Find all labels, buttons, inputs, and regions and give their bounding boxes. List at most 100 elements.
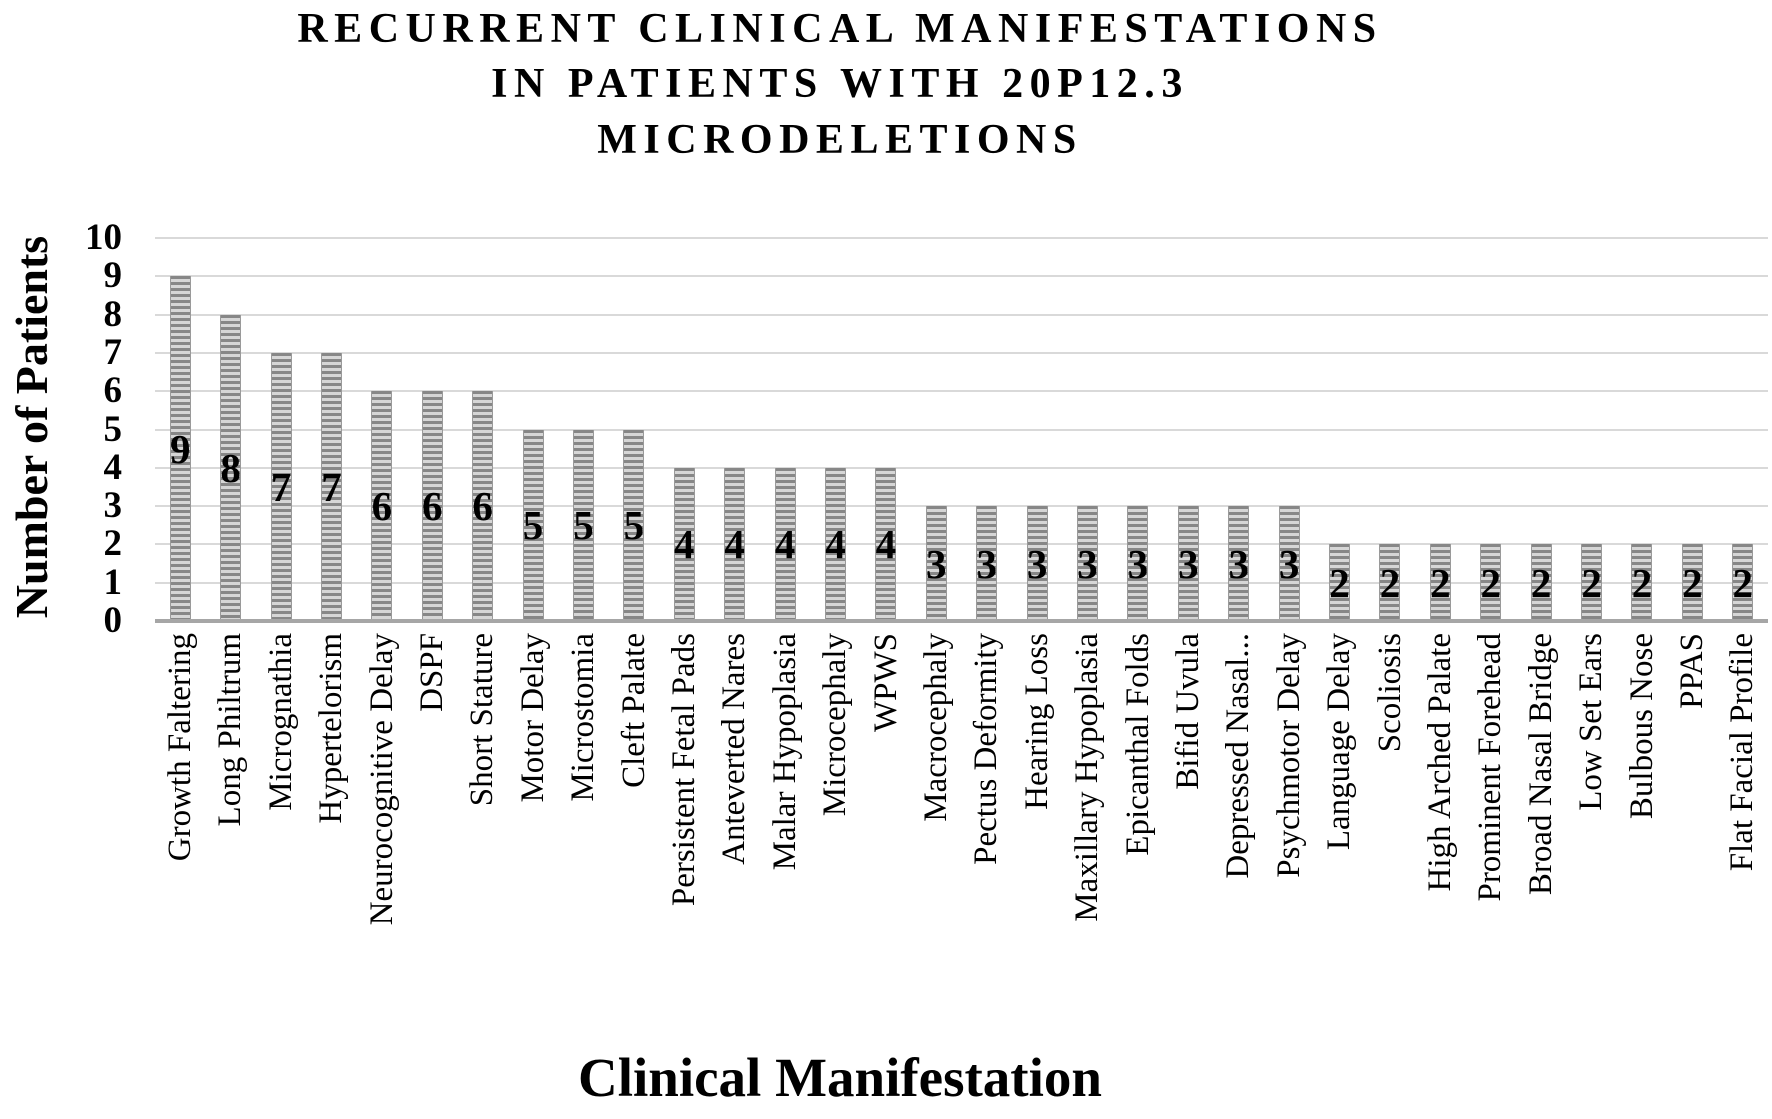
bar: [1077, 506, 1099, 621]
category-label-slot: Depressed Nasal...: [1214, 633, 1264, 1041]
gridline: [155, 237, 1768, 239]
bar-value-label: 2: [1581, 559, 1602, 606]
bar: [220, 314, 242, 621]
category-label-slot: Prominent Forehead: [1466, 633, 1516, 1041]
chart-title-line-1: RECURRENT CLINICAL MANIFESTATIONS: [297, 6, 1383, 52]
bar-slot: 3: [962, 238, 1012, 621]
category-label-slot: Language Delay: [1314, 633, 1364, 1041]
bar: [1177, 506, 1199, 621]
category-label-slot: Cleft Palate: [609, 633, 659, 1041]
category-label-slot: Microstomia: [558, 633, 608, 1041]
bar-value-label: 6: [421, 483, 443, 530]
category-label: WPWS: [867, 633, 904, 732]
category-label-slot: Hearing Loss: [1012, 633, 1062, 1041]
bar-slot: 2: [1566, 238, 1616, 621]
bar-value-label: 4: [875, 521, 897, 568]
category-label: Scoliosis: [1371, 633, 1408, 753]
category-label: Short Stature: [464, 633, 501, 807]
bar-value-label: 6: [472, 483, 493, 530]
bar-value-label: 2: [1379, 559, 1401, 606]
category-label: Malar Hypoplasia: [766, 633, 803, 871]
bar: [1228, 506, 1250, 621]
bar-value-label: 4: [825, 521, 846, 568]
bar-slot: 2: [1667, 238, 1717, 621]
gridline: [155, 275, 1768, 278]
category-label-slot: Persistent Fetal Pads: [659, 633, 709, 1041]
bar-value-label: 2: [1682, 559, 1703, 606]
bar: [1278, 506, 1300, 621]
bar-slot: 2: [1718, 238, 1768, 621]
gridline: [155, 581, 1768, 584]
bar-slot: 9: [155, 238, 205, 621]
gridline: [155, 428, 1768, 431]
bar-slot: 2: [1314, 238, 1364, 621]
bar: [371, 391, 393, 621]
bar-slot: 3: [1264, 238, 1314, 621]
bar: [270, 352, 292, 621]
category-label: Motor Delay: [514, 633, 551, 803]
y-tick-label: 5: [103, 408, 123, 450]
bar-slot: 6: [407, 238, 457, 621]
bar: [875, 467, 897, 621]
y-tick-label: 10: [85, 217, 122, 258]
bar-slot: 7: [306, 238, 356, 621]
bar-value-label: 3: [1228, 540, 1249, 587]
category-label-slot: Long Philtrum: [205, 633, 255, 1041]
category-label: Neurocognitive Delay: [363, 633, 400, 926]
bar-value-label: 2: [1732, 559, 1754, 606]
category-label: Micrognathia: [262, 633, 299, 811]
bar: [1581, 544, 1603, 621]
gridline: [155, 466, 1768, 469]
bar: [1329, 544, 1351, 621]
category-label: Depressed Nasal...: [1220, 633, 1257, 879]
category-label-slot: Psychmotor Delay: [1264, 633, 1314, 1041]
x-axis-title: Clinical Manifestation: [577, 1047, 1102, 1108]
y-tick-label: 4: [103, 446, 123, 488]
category-label: Language Delay: [1321, 633, 1358, 851]
bar-value-label: 3: [1026, 540, 1048, 587]
bar-value-label: 7: [321, 463, 342, 510]
bar: [724, 467, 746, 621]
bar: [1732, 544, 1754, 621]
bar-slot: 5: [609, 238, 659, 621]
category-label-slot: Neurocognitive Delay: [357, 633, 407, 1041]
chart-title-line-2: IN PATIENTS WITH 20P12.3: [491, 61, 1189, 108]
bar: [1480, 544, 1502, 621]
category-label-slot: Flat Facial Profile: [1718, 633, 1768, 1041]
category-label-slot: PPAS: [1667, 633, 1717, 1041]
bar-value-label: 7: [270, 463, 292, 510]
category-label-slot: Malar Hypoplasia: [760, 633, 810, 1041]
bar-value-label: 2: [1480, 559, 1502, 606]
bar-slot: 3: [1012, 238, 1062, 621]
bar: [472, 391, 494, 621]
category-label: Prominent Forehead: [1472, 633, 1509, 902]
category-label-slot: Motor Delay: [508, 633, 558, 1041]
x-axis-labels: Growth Faltering Long Philtrum Micrognathi…: [155, 633, 1768, 1041]
bar-slot: 2: [1516, 238, 1566, 621]
category-label-slot: Anteverted Nares: [709, 633, 759, 1041]
bar-slot: 3: [911, 238, 961, 621]
bar-slot: 4: [861, 238, 911, 621]
category-label: Maxillary Hypoplasia: [1069, 633, 1106, 922]
bar-slot: 4: [659, 238, 709, 621]
category-label-slot: DSPF: [407, 633, 457, 1041]
bar-slot: 6: [457, 238, 507, 621]
category-label: Growth Faltering: [161, 633, 198, 862]
gridline: [155, 351, 1768, 354]
bar: [1127, 506, 1149, 621]
category-label-slot: Epicanthal Folds: [1113, 633, 1163, 1041]
category-label: Persistent Fetal Pads: [665, 633, 702, 907]
bar-value-label: 5: [573, 502, 594, 549]
bar-slot: 4: [709, 238, 759, 621]
bar-value-label: 4: [774, 521, 796, 568]
y-tick-label: 2: [103, 523, 123, 565]
y-tick-label: 0: [103, 600, 123, 641]
category-label-slot: Broad Nasal Bridge: [1516, 633, 1566, 1041]
category-label-slot: Microcephaly: [810, 633, 860, 1041]
category-label-slot: Pectus Deformity: [962, 633, 1012, 1041]
bar-value-label: 3: [1278, 540, 1300, 587]
bar-value-label: 6: [371, 483, 393, 530]
y-tick-label: 7: [103, 331, 123, 373]
category-label: Microcephaly: [817, 633, 854, 817]
